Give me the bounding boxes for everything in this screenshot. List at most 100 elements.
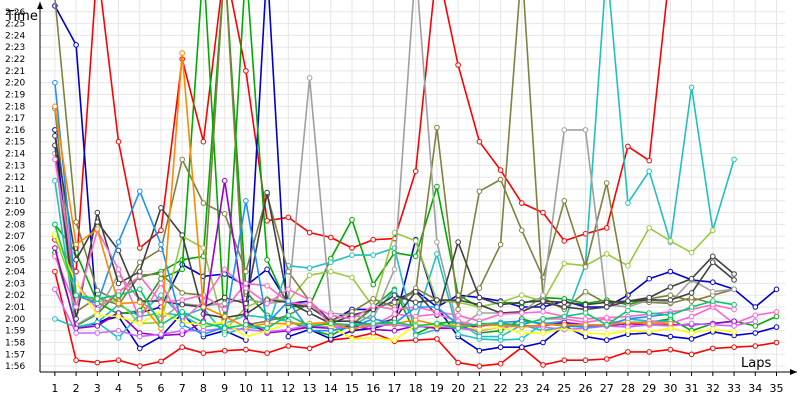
- data-point: [391, 229, 398, 236]
- data-point: [285, 214, 292, 221]
- series-line: [54, 82, 671, 336]
- data-point: [370, 303, 377, 309]
- y-tick-label: 1:56: [5, 362, 25, 372]
- data-point: [455, 239, 461, 245]
- data-point: [200, 200, 207, 206]
- data-point: [137, 259, 143, 266]
- x-tick-label: 31: [685, 382, 699, 395]
- x-tick-label: 14: [324, 382, 338, 395]
- data-point: [306, 229, 313, 236]
- x-tick-label: 8: [200, 382, 207, 395]
- data-point: [243, 198, 249, 204]
- x-tick-label: 12: [281, 382, 295, 395]
- data-point: [519, 330, 525, 336]
- data-point: [582, 127, 589, 133]
- data-point: [94, 209, 101, 216]
- data-point: [752, 343, 759, 349]
- data-point: [434, 124, 440, 131]
- data-point: [391, 266, 398, 273]
- data-point: [306, 265, 313, 271]
- data-point: [115, 313, 122, 320]
- data-point: [179, 344, 185, 351]
- data-point: [370, 252, 377, 258]
- data-point: [603, 251, 610, 257]
- data-point: [710, 345, 716, 352]
- data-point: [73, 42, 79, 48]
- y-tick-label: 2:19: [5, 90, 25, 100]
- data-point: [625, 307, 631, 314]
- data-point: [73, 219, 79, 225]
- x-tick-label: 29: [642, 382, 656, 395]
- series-group: [52, 0, 780, 369]
- data-point: [137, 363, 143, 369]
- data-point: [94, 287, 101, 294]
- data-point: [688, 294, 695, 301]
- x-tick-label: 16: [366, 382, 380, 395]
- data-point: [476, 347, 483, 354]
- data-point: [476, 310, 483, 316]
- data-point: [731, 301, 737, 308]
- data-point: [667, 238, 674, 244]
- data-point: [773, 286, 780, 293]
- data-point: [221, 177, 228, 184]
- data-point: [158, 275, 164, 282]
- data-point: [73, 330, 79, 336]
- data-point: [434, 320, 440, 327]
- data-point: [540, 362, 546, 368]
- data-point: [603, 314, 610, 321]
- data-point: [158, 271, 164, 277]
- y-tick-label: 2:00: [5, 315, 25, 325]
- data-point: [731, 344, 737, 351]
- series-1: [52, 268, 780, 369]
- data-point: [476, 301, 483, 308]
- data-point: [561, 313, 568, 320]
- data-point: [412, 288, 419, 295]
- x-tick-label: 19: [430, 382, 444, 395]
- data-point: [52, 316, 58, 322]
- x-tick-label: 20: [451, 382, 465, 395]
- data-point: [179, 327, 185, 334]
- data-point: [667, 325, 674, 332]
- series-11: [52, 0, 716, 328]
- data-point: [455, 325, 461, 332]
- data-point: [412, 304, 419, 310]
- data-point: [73, 304, 79, 310]
- x-tick-label: 34: [748, 382, 762, 395]
- data-point: [158, 322, 164, 328]
- x-tick-label: 24: [536, 382, 550, 395]
- data-point: [391, 306, 398, 313]
- x-tick-label: 33: [727, 382, 741, 395]
- data-point: [540, 298, 546, 304]
- data-point: [306, 272, 313, 279]
- x-tick-label: 17: [387, 382, 401, 395]
- data-point: [94, 300, 101, 307]
- y-tick-label: 2:26: [5, 8, 25, 18]
- y-tick-label: 2:08: [5, 220, 25, 230]
- data-point: [688, 290, 695, 296]
- x-tick-label: 25: [557, 382, 571, 395]
- data-point: [349, 252, 355, 258]
- data-point: [412, 337, 419, 343]
- series-10: [54, 0, 737, 328]
- data-point: [137, 316, 143, 322]
- y-tick-label: 2:18: [5, 102, 25, 112]
- data-point: [561, 127, 568, 133]
- data-point: [200, 304, 207, 310]
- data-point: [412, 332, 419, 339]
- data-point: [752, 304, 759, 310]
- data-point: [221, 347, 228, 354]
- data-point: [200, 319, 207, 326]
- data-point: [264, 218, 270, 224]
- y-tick-label: 2:02: [5, 291, 25, 301]
- y-tick-label: 2:03: [5, 279, 25, 289]
- y-tick-label: 2:06: [5, 244, 25, 254]
- data-point: [540, 330, 546, 336]
- data-point: [519, 200, 525, 206]
- data-point: [455, 312, 461, 319]
- data-point: [497, 301, 504, 308]
- data-point: [540, 322, 546, 328]
- data-point: [221, 325, 228, 332]
- data-point: [497, 167, 504, 173]
- y-tick-label: 2:21: [5, 67, 25, 77]
- data-point: [94, 306, 101, 313]
